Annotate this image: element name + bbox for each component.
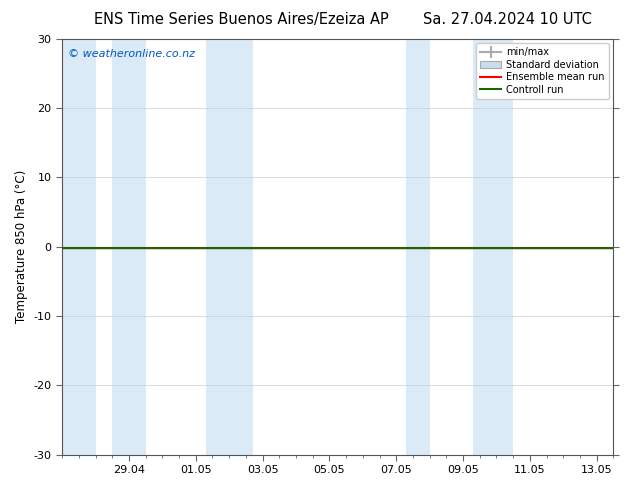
Text: Sa. 27.04.2024 10 UTC: Sa. 27.04.2024 10 UTC [423, 12, 592, 27]
Y-axis label: Temperature 850 hPa (°C): Temperature 850 hPa (°C) [15, 170, 28, 323]
Bar [112, 39, 146, 455]
Bar [62, 39, 96, 455]
Legend: min/max, Standard deviation, Ensemble mean run, Controll run: min/max, Standard deviation, Ensemble me… [476, 44, 609, 98]
Bar [406, 39, 430, 455]
Bar [206, 39, 252, 455]
Text: © weatheronline.co.nz: © weatheronline.co.nz [68, 49, 195, 59]
Bar [473, 39, 513, 455]
Text: ENS Time Series Buenos Aires/Ezeiza AP: ENS Time Series Buenos Aires/Ezeiza AP [94, 12, 388, 27]
